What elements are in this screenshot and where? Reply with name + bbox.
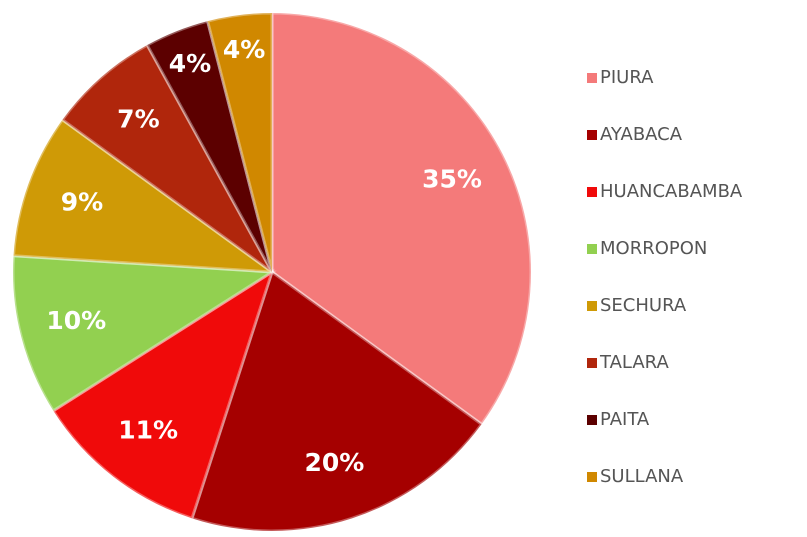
legend-swatch — [587, 301, 597, 311]
pie-slice — [51, 268, 275, 521]
pie-slice — [145, 19, 274, 273]
legend-swatch — [587, 358, 597, 368]
legend-label: HUANCABAMBA — [600, 181, 743, 202]
legend-label: PAITA — [600, 409, 650, 430]
pie-slice — [270, 11, 533, 427]
data-label: 35% — [422, 164, 482, 193]
legend-swatch — [587, 187, 597, 197]
pie-slice — [190, 269, 484, 533]
legend-swatch — [587, 472, 597, 482]
pie-slice — [11, 117, 278, 274]
data-label: 10% — [46, 306, 106, 335]
data-label: 11% — [118, 416, 178, 445]
pie-slice — [11, 254, 277, 413]
legend-swatch — [587, 73, 597, 83]
legend-swatch — [587, 415, 597, 425]
data-label: 20% — [305, 448, 365, 477]
legend-label: SULLANA — [600, 466, 684, 487]
pie-slice — [60, 42, 274, 274]
data-label: 7% — [117, 104, 159, 133]
data-label: 9% — [61, 188, 103, 217]
legend-label: AYABACA — [600, 124, 683, 145]
legend-label: SECHURA — [600, 295, 687, 316]
legend-label: PIURA — [600, 67, 654, 88]
pie-slice — [205, 11, 274, 273]
legend-label: MORROPON — [600, 238, 707, 259]
legend-swatch — [587, 130, 597, 140]
data-label: 4% — [223, 35, 265, 64]
legend-label: TALARA — [599, 352, 669, 373]
data-label: 4% — [169, 49, 211, 78]
legend-swatch — [587, 244, 597, 254]
